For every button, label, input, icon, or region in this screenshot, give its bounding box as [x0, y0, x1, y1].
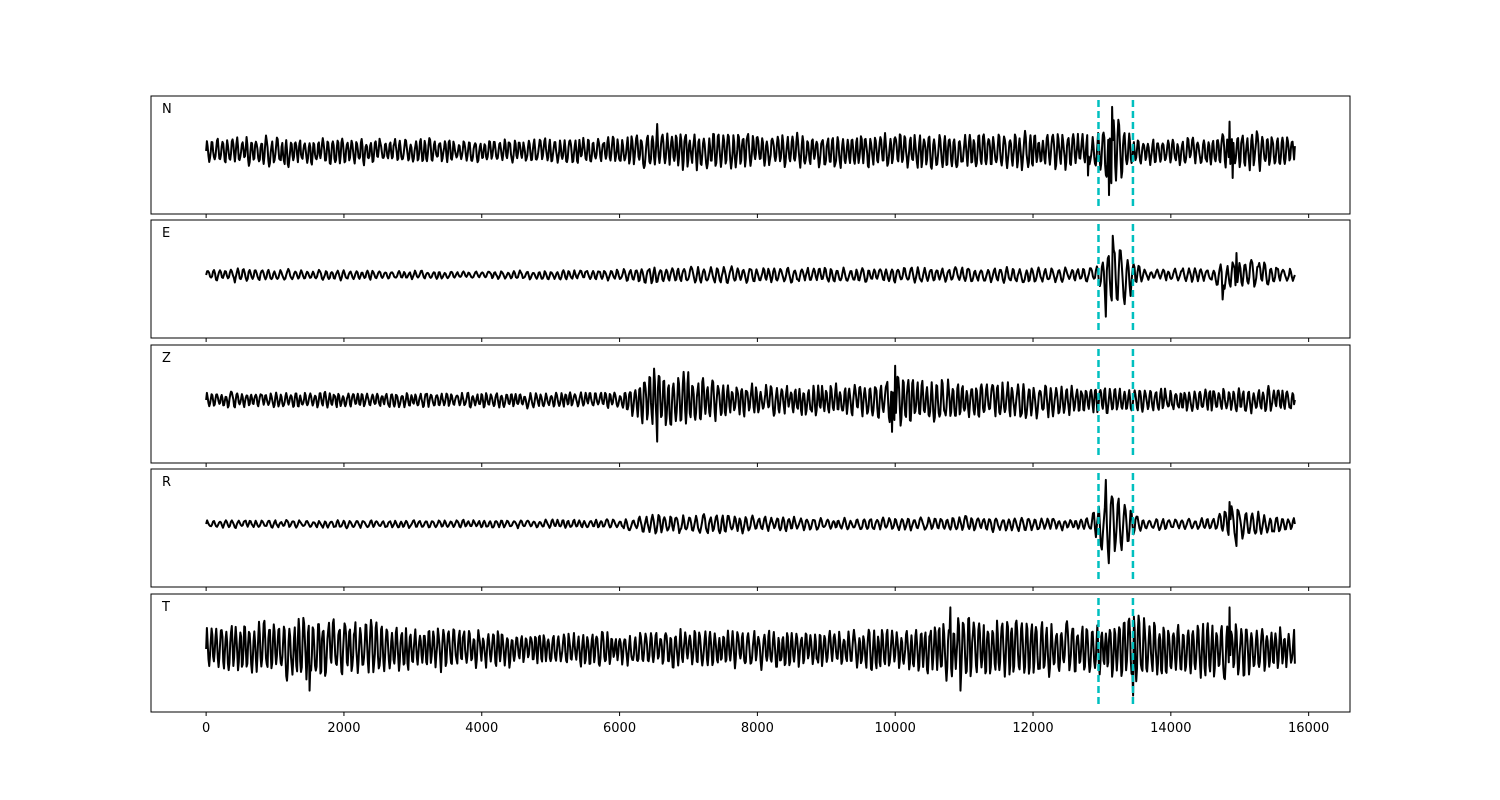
x-tick-label: 14000 [1150, 721, 1191, 736]
panel-e: E [150, 219, 1351, 342]
panel-frame-n [150, 95, 1351, 215]
channel-label-z: Z [162, 351, 171, 366]
panel-frame-e [150, 219, 1351, 339]
channel-label-t: T [161, 600, 170, 615]
trace-r [205, 478, 1296, 565]
trace-e [205, 234, 1296, 318]
x-tick-label: 4000 [465, 721, 498, 736]
x-tick-label: 2000 [327, 721, 360, 736]
channel-label-e: E [162, 226, 170, 241]
x-tick-label: 16000 [1288, 721, 1329, 736]
panel-frame-r [150, 468, 1351, 588]
trace-panels: N E Z R T [150, 95, 1351, 716]
trace-z [205, 364, 1296, 443]
panel-n: N [150, 95, 1351, 218]
panel-z: Z [150, 344, 1351, 467]
panel-t: T [150, 593, 1351, 716]
x-axis: 0 2000 4000 6000 8000 10000 12000 14000 16000 [202, 721, 1329, 736]
channel-label-n: N [162, 102, 172, 117]
trace-t [205, 606, 1296, 697]
x-tick-label: 10000 [875, 721, 916, 736]
trace-n [205, 105, 1296, 197]
x-tick-label: 8000 [741, 721, 774, 736]
x-tick-label: 12000 [1012, 721, 1053, 736]
x-tick-label: 0 [202, 721, 210, 736]
channel-label-r: R [162, 475, 171, 490]
panel-frame-z [150, 344, 1351, 464]
x-tick-label: 6000 [603, 721, 636, 736]
panel-frame-t [150, 593, 1351, 713]
panel-r: R [150, 468, 1351, 591]
